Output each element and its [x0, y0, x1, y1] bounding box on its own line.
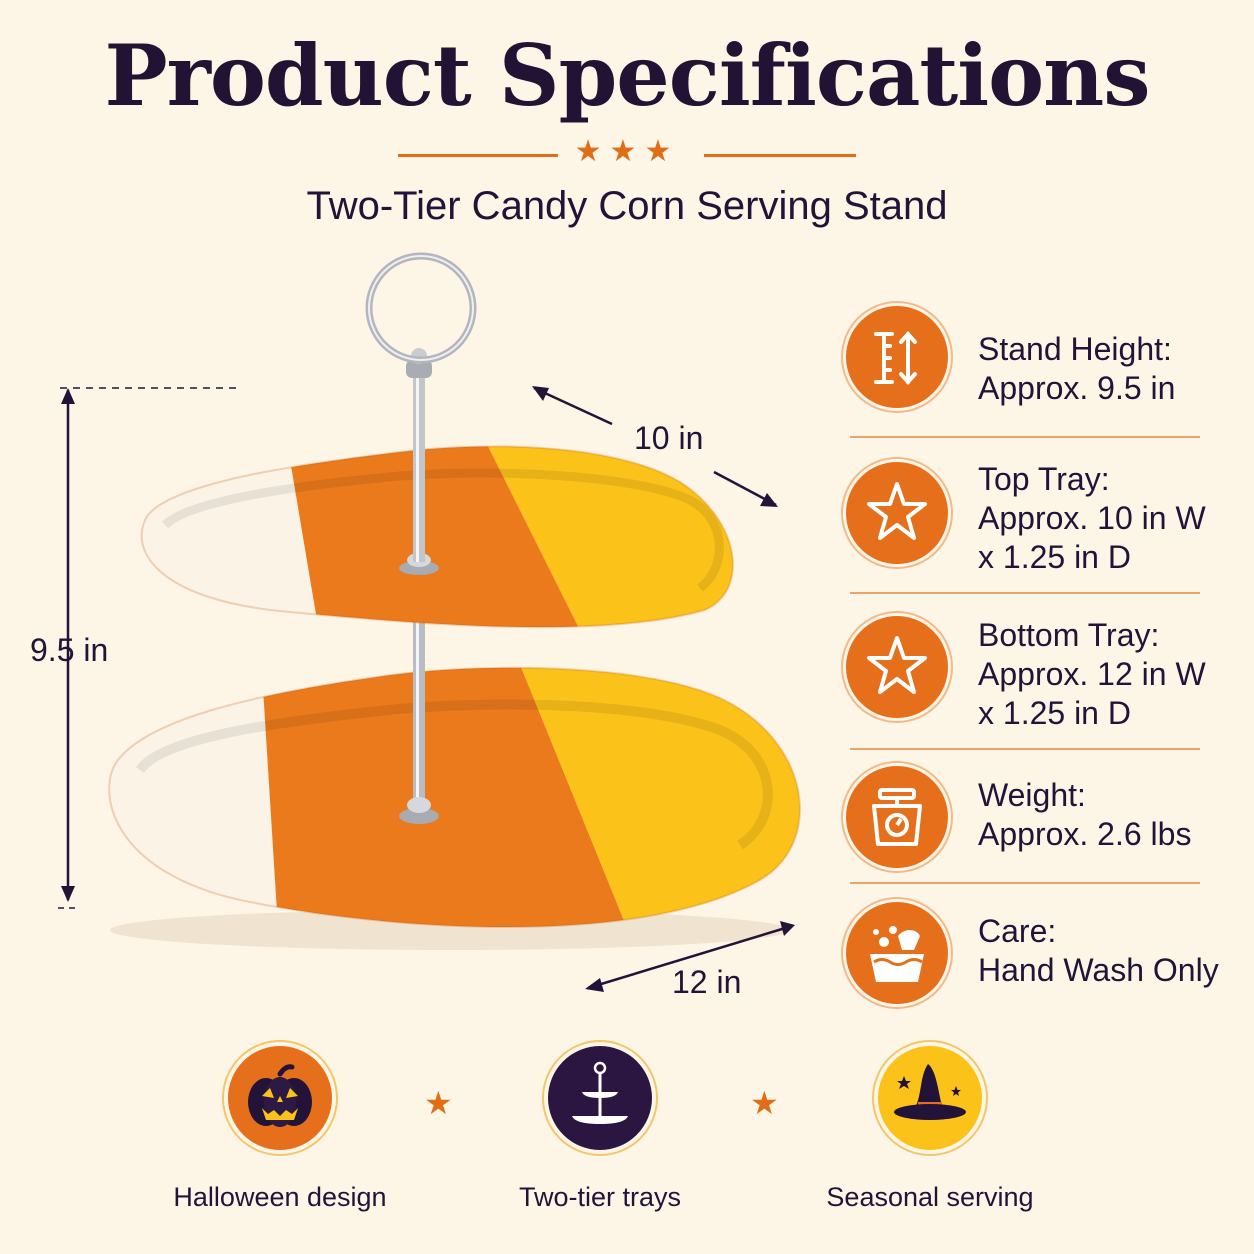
spec-label: Top Tray: — [978, 461, 1110, 497]
feature-label: Seasonal serving — [826, 1182, 1034, 1212]
height-dimension-label: 9.5 in — [30, 632, 109, 668]
spec-label: Care: — [978, 913, 1057, 949]
spec-value: x 1.25 in D — [978, 695, 1131, 731]
star-icon — [846, 462, 948, 564]
spec-value: Approx. 9.5 in — [978, 370, 1176, 406]
top-tray — [141, 446, 733, 628]
witch-hat-icon — [872, 1040, 988, 1156]
spec-value: Hand Wash Only — [978, 952, 1219, 988]
separator-star-icon: ★ — [424, 1085, 453, 1121]
feature-halloween-design: Halloween design — [160, 1040, 400, 1213]
tiered-stand-icon — [542, 1040, 658, 1156]
product-subtitle: Two-Tier Candy Corn Serving Stand — [306, 184, 948, 228]
pumpkin-icon — [222, 1040, 338, 1156]
feature-seasonal-serving: Seasonal serving — [810, 1040, 1050, 1213]
scale-icon — [846, 766, 948, 868]
decorative-stars: ★★★ — [574, 135, 680, 168]
spec-label: Stand Height: — [978, 331, 1172, 367]
spec-value: Approx. 12 in W — [978, 656, 1206, 692]
feature-two-tier-trays: Two-tier trays — [480, 1040, 720, 1213]
spec-value: Approx. 2.6 lbs — [978, 816, 1192, 852]
title-rule-left — [398, 154, 558, 157]
spec-label: Bottom Tray: — [978, 617, 1160, 653]
title-rule-right — [704, 154, 856, 157]
feature-label: Two-tier trays — [518, 1182, 682, 1212]
spec-label: Weight: — [978, 777, 1086, 813]
separator-star-icon: ★ — [750, 1085, 779, 1121]
hand-wash-icon — [846, 902, 948, 1004]
spec-divider — [850, 882, 1200, 884]
bottom-tray — [109, 667, 800, 928]
spec-divider — [850, 592, 1200, 594]
page-title: Product Specifications — [104, 26, 1150, 125]
spec-divider — [850, 436, 1200, 438]
spec-divider — [850, 748, 1200, 750]
top-width-arrow — [533, 386, 613, 426]
spec-value: x 1.25 in D — [978, 539, 1131, 575]
feature-label: Halloween design — [173, 1182, 387, 1212]
candy-corn-stand-illustration — [58, 252, 801, 992]
bottom-width-arrow — [587, 924, 793, 990]
bottom-width-dimension-label: 12 in — [672, 964, 742, 1000]
spec-value: Approx. 10 in W — [978, 500, 1206, 536]
star-icon — [846, 616, 948, 718]
height-arrows-icon — [846, 306, 948, 408]
top-width-dimension-label: 10 in — [634, 420, 704, 456]
